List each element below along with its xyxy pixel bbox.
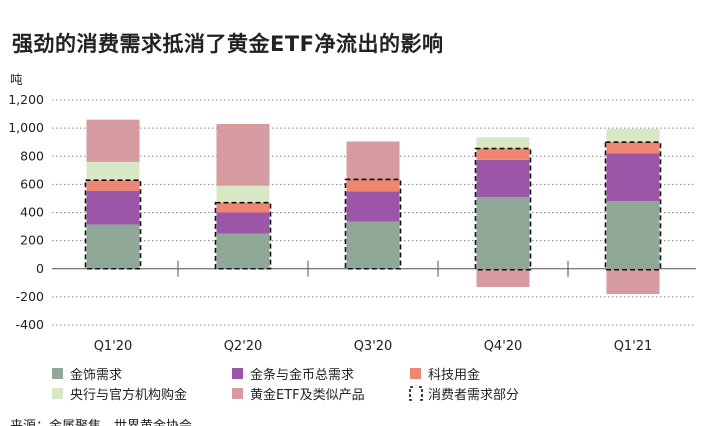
source-note: 来源：金属聚焦，世界黄金协会 xyxy=(10,418,192,426)
legend-label: 央行与官方机构购金 xyxy=(70,387,187,403)
bar-segment xyxy=(216,123,270,186)
bar-segment xyxy=(216,202,270,213)
legend-label: 消费者需求部分 xyxy=(428,388,519,403)
bar-segment xyxy=(86,180,140,191)
y-tick-label: -400 xyxy=(16,317,44,332)
bar-segment xyxy=(606,128,660,143)
bar-segment xyxy=(216,185,270,203)
legend-swatch-dashed xyxy=(409,386,423,401)
legend-swatch xyxy=(410,368,421,379)
legend-swatch xyxy=(52,388,63,399)
bar-segment xyxy=(606,142,660,154)
bar-segment xyxy=(476,159,530,198)
consumer-demand-box xyxy=(604,141,662,271)
consumer-demand-box xyxy=(344,178,402,270)
bar-segment xyxy=(86,190,140,225)
y-tick-label: 0 xyxy=(36,261,44,276)
bar-segment xyxy=(476,268,530,288)
y-tick-label: -200 xyxy=(16,289,44,304)
legend-swatch xyxy=(232,388,243,399)
y-axis-unit: 吨 xyxy=(10,72,23,87)
bar-segment xyxy=(606,201,660,269)
consumer-demand-box xyxy=(474,147,532,271)
bar-segment xyxy=(346,191,400,222)
legend-label: 科技用金 xyxy=(428,367,480,383)
bar-segment xyxy=(346,221,400,269)
legend-label: 金条与金币总需求 xyxy=(250,367,354,383)
bar-segment xyxy=(476,197,530,269)
bar-segment xyxy=(606,153,660,202)
legend-label: 黄金ETF及类似产品 xyxy=(250,387,365,403)
bar-segment xyxy=(476,148,530,160)
category-label: Q3'20 xyxy=(354,339,393,354)
legend-label: 金饰需求 xyxy=(70,367,122,383)
bar-segment xyxy=(86,119,140,162)
bar-segment xyxy=(346,141,400,180)
consumer-demand-box xyxy=(84,179,142,270)
bar-segment xyxy=(86,224,140,269)
y-tick-label: 800 xyxy=(20,148,44,163)
y-tick-label: 600 xyxy=(20,176,44,191)
category-label: Q4'20 xyxy=(484,339,523,354)
chart-title: 强劲的消费需求抵消了黄金ETF净流出的影响 xyxy=(12,32,444,56)
y-tick-label: 1,200 xyxy=(8,92,44,107)
y-tick-label: 400 xyxy=(20,205,44,220)
bar-segment xyxy=(216,212,270,234)
bar-segment xyxy=(346,179,400,192)
bar-segment xyxy=(86,161,140,181)
category-label: Q2'20 xyxy=(224,339,263,354)
consumer-demand-box xyxy=(214,201,272,270)
category-label: Q1'20 xyxy=(94,339,133,354)
legend-swatch xyxy=(52,368,63,379)
bar-segment xyxy=(476,137,530,149)
y-tick-label: 200 xyxy=(20,233,44,248)
legend-swatch xyxy=(232,368,243,379)
bar-segment xyxy=(216,233,270,269)
category-label: Q1'21 xyxy=(614,339,653,354)
bar-segment xyxy=(606,268,660,295)
y-tick-label: 1,000 xyxy=(8,120,44,135)
